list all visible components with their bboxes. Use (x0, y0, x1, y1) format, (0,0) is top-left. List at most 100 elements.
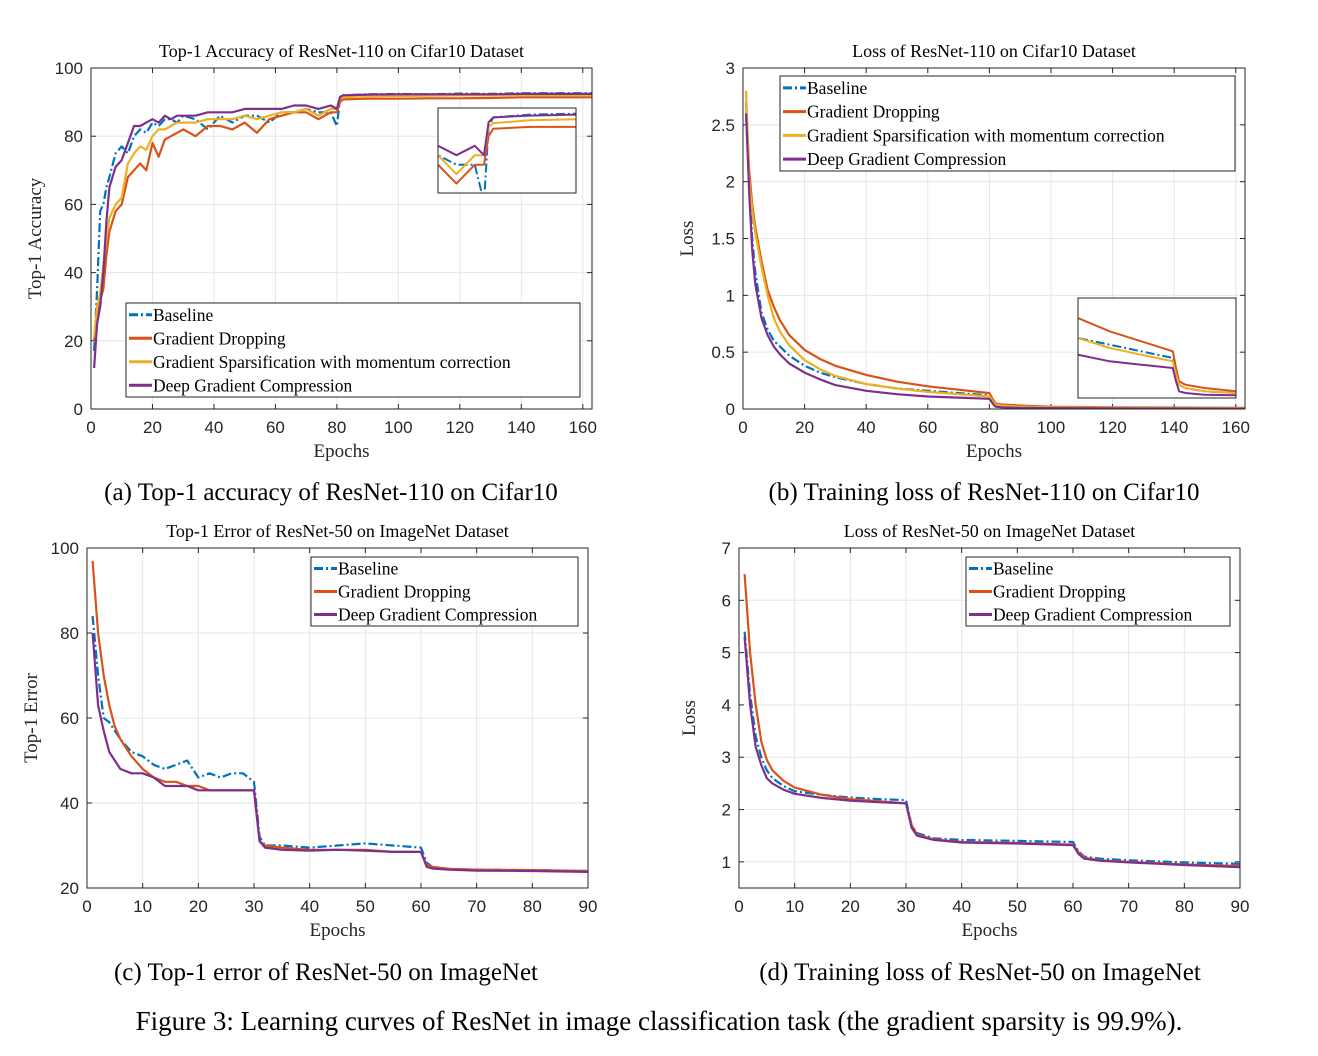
axes-box (90, 67, 593, 410)
x-tick-label: 10 (785, 897, 804, 916)
x-tick-label: 0 (738, 418, 747, 437)
x-tick-label: 40 (204, 418, 223, 437)
series-line-deep-gradient-compression (93, 92, 592, 369)
x-tick-label: 10 (133, 897, 152, 916)
y-tick-label: 0 (726, 400, 735, 419)
y-tick-label: 7 (722, 539, 731, 558)
subfigure-caption: (b) Training loss of ResNet-110 on Cifar… (769, 479, 1200, 506)
y-tick-label: 3 (726, 59, 735, 78)
x-tick-label: 20 (795, 418, 814, 437)
x-tick-label: 160 (569, 418, 597, 437)
y-tick-label: 60 (60, 709, 79, 728)
x-tick-label: 90 (1231, 897, 1250, 916)
series-line-deep-gradient-compression (745, 113, 1245, 409)
x-tick-label: 70 (1119, 897, 1138, 916)
series-line-deep-gradient-compression (743, 636, 1240, 869)
x-tick-label: 40 (300, 897, 319, 916)
legend-label: Deep Gradient Compression (993, 605, 1193, 625)
legend-box (965, 556, 1231, 627)
x-axis-label: Epochs (966, 441, 1022, 462)
y-axis-label: Top-1 Error (21, 672, 42, 763)
y-tick-label: 20 (60, 879, 79, 898)
axes-box (742, 67, 1246, 410)
y-tick-label: 2 (726, 173, 735, 192)
series-line-deep-gradient-compression (1078, 353, 1236, 397)
series-line-gradient-sparsification-with-momentum-correction (745, 90, 1245, 409)
y-tick-label: 100 (55, 59, 83, 78)
y-tick-label: 40 (60, 794, 79, 813)
x-axis-label: Epochs (310, 920, 366, 941)
legend-label: Deep Gradient Compression (338, 605, 538, 625)
legend-label: Gradient Dropping (153, 328, 286, 348)
legend-box (310, 556, 579, 627)
x-tick-label: 90 (579, 897, 598, 916)
y-axis-label: Loss (677, 221, 698, 257)
x-tick-label: 50 (356, 897, 375, 916)
legend-label: Baseline (338, 559, 398, 579)
y-tick-label: 80 (64, 127, 83, 146)
x-tick-label: 30 (897, 897, 916, 916)
y-tick-label: 20 (64, 332, 83, 351)
x-tick-label: 100 (384, 418, 412, 437)
x-tick-label: 70 (467, 897, 486, 916)
y-tick-label: 2 (722, 801, 731, 820)
x-tick-label: 80 (327, 418, 346, 437)
y-tick-label: 40 (64, 264, 83, 283)
x-tick-label: 140 (507, 418, 535, 437)
x-tick-label: 60 (266, 418, 285, 437)
y-tick-label: 60 (64, 195, 83, 214)
x-tick-label: 0 (86, 418, 95, 437)
x-tick-label: 40 (857, 418, 876, 437)
x-tick-label: 80 (980, 418, 999, 437)
inset-background (1078, 298, 1236, 398)
x-axis-label: Epochs (314, 441, 370, 462)
chart-panel-0: 0 20 40 60 80 100 120 140 160 0 20 40 60 80 100 Top-1 A… (25, 41, 597, 506)
y-tick-label: 0.5 (711, 343, 735, 362)
axes-box (86, 547, 589, 889)
chart-title: Loss of ResNet-110 on Cifar10 Dataset (852, 41, 1136, 61)
chart-panel-2: 0 10 20 30 40 50 60 70 80 90 20 40 60 80 100 Top-1 Erro… (21, 521, 597, 986)
y-tick-label: 2.5 (711, 116, 735, 135)
x-tick-label: 100 (1037, 418, 1065, 437)
axes-box (738, 547, 1241, 889)
series-line-deep-gradient-compression (91, 632, 588, 873)
series-line-baseline (91, 615, 588, 873)
legend-label: Gradient Sparsification with momentum co… (807, 125, 1165, 145)
figure-caption: Figure 3: Learning curves of ResNet in i… (136, 1006, 1183, 1036)
x-tick-label: 0 (734, 897, 743, 916)
series-line-gradient-dropping (93, 96, 592, 341)
x-tick-label: 120 (1098, 418, 1126, 437)
x-tick-label: 30 (245, 897, 264, 916)
legend-label: Baseline (993, 559, 1053, 579)
y-tick-label: 0 (74, 400, 83, 419)
series-line-gradient-dropping (1078, 316, 1236, 393)
x-tick-label: 60 (412, 897, 431, 916)
x-tick-label: 120 (446, 418, 474, 437)
subfigure-caption: (c) Top-1 error of ResNet-50 on ImageNet (114, 959, 538, 986)
y-tick-label: 6 (722, 591, 731, 610)
y-axis-label: Top-1 Accuracy (25, 177, 46, 299)
subfigure-caption: (d) Training loss of ResNet-50 on ImageN… (759, 959, 1201, 986)
x-tick-label: 20 (189, 897, 208, 916)
legend-label: Gradient Dropping (807, 102, 940, 122)
x-tick-label: 60 (1064, 897, 1083, 916)
inset-box (437, 107, 577, 194)
y-tick-label: 5 (722, 644, 731, 663)
series-group (93, 92, 592, 369)
chart-title: Loss of ResNet-50 on ImageNet Dataset (844, 521, 1135, 541)
x-tick-label: 160 (1222, 418, 1250, 437)
legend-label: Gradient Dropping (993, 582, 1126, 602)
series-line-gradient-dropping (438, 125, 576, 185)
y-tick-label: 1 (722, 853, 731, 872)
series-group (91, 560, 588, 873)
chart-panel-3: 0 10 20 30 40 50 60 70 80 90 1 2 3 4 5 6 7 Loss of ResNet… (679, 521, 1249, 986)
inset-series-group (1078, 316, 1236, 397)
x-tick-label: 20 (841, 897, 860, 916)
y-tick-label: 4 (722, 696, 731, 715)
x-tick-label: 20 (143, 418, 162, 437)
legend-box (125, 302, 581, 398)
x-tick-label: 140 (1160, 418, 1188, 437)
series-line-gradient-sparsification-with-momentum-correction (93, 93, 592, 338)
subfigure-caption: (a) Top-1 accuracy of ResNet-110 on Cifa… (104, 479, 558, 506)
